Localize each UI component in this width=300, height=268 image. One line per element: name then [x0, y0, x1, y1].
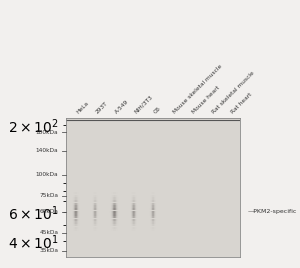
Text: 180kDa: 180kDa — [36, 130, 58, 135]
Text: NIH/3T3: NIH/3T3 — [134, 94, 154, 115]
Text: Mouse heart: Mouse heart — [192, 85, 221, 115]
Text: 35kDa: 35kDa — [40, 248, 58, 253]
Text: 75kDa: 75kDa — [40, 193, 58, 198]
Text: 293T: 293T — [95, 101, 109, 115]
Text: Rat skeletal muscle: Rat skeletal muscle — [211, 70, 255, 115]
Text: HeLa: HeLa — [76, 100, 90, 115]
Text: —PKM2-specific: —PKM2-specific — [248, 209, 297, 214]
Text: 60kDa: 60kDa — [40, 209, 58, 214]
Text: A-549: A-549 — [114, 99, 130, 115]
Text: 45kDa: 45kDa — [40, 230, 58, 235]
Text: 140kDa: 140kDa — [36, 148, 58, 153]
Text: C6: C6 — [153, 106, 162, 115]
Text: Mouse skeletal muscle: Mouse skeletal muscle — [172, 64, 224, 115]
Text: 100kDa: 100kDa — [36, 172, 58, 177]
Text: Rat heart: Rat heart — [230, 92, 253, 115]
